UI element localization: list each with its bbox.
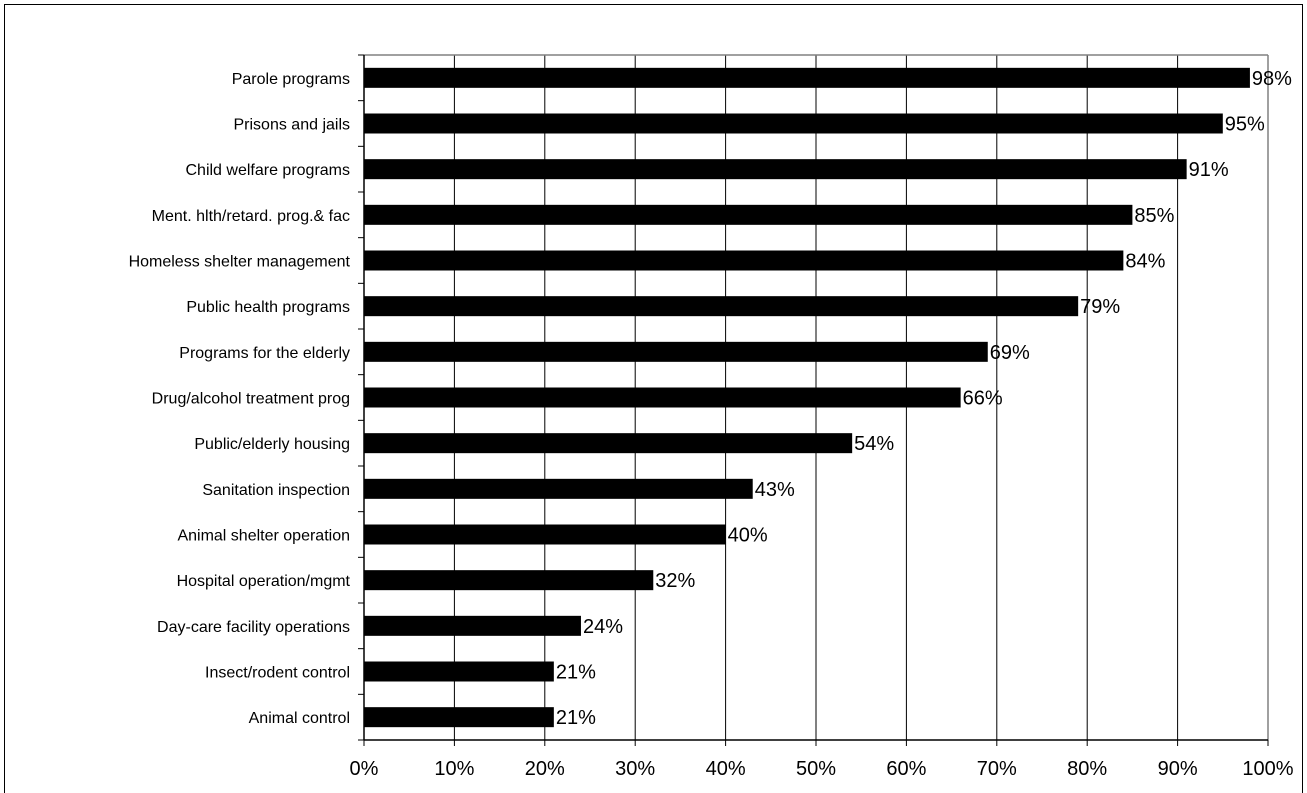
data-label: 98% [1252, 68, 1292, 90]
data-label: 43% [755, 479, 795, 501]
bar [364, 159, 1187, 180]
data-label: 69% [990, 342, 1030, 364]
data-label: 95% [1225, 114, 1265, 136]
data-label: 32% [655, 570, 695, 592]
x-tick-label: 0% [350, 758, 379, 780]
bar [364, 615, 581, 636]
bar [364, 570, 654, 591]
category-label: Animal control [249, 710, 350, 727]
data-label: 24% [583, 616, 623, 638]
data-label: 40% [728, 525, 768, 547]
data-label: 21% [556, 662, 596, 684]
axes [358, 54, 1269, 746]
bar [364, 296, 1079, 317]
category-label: Hospital operation/mgmt [177, 573, 351, 590]
bar [364, 341, 988, 362]
data-label: 21% [556, 707, 596, 729]
bar [364, 478, 753, 499]
category-label: Parole programs [232, 71, 350, 88]
category-label: Public health programs [186, 299, 350, 316]
bar [364, 524, 726, 545]
category-label: Insect/rodent control [205, 665, 350, 682]
category-label: Programs for the elderly [179, 345, 350, 362]
bar [364, 204, 1133, 225]
category-label: Prisons and jails [234, 117, 351, 134]
x-tick-label: 70% [977, 758, 1017, 780]
bar [364, 433, 853, 454]
category-label: Child welfare programs [185, 162, 350, 179]
data-label: 79% [1080, 296, 1120, 318]
category-label: Ment. hlth/retard. prog.& fac [152, 208, 350, 225]
data-label: 91% [1189, 159, 1229, 181]
data-label: 66% [963, 388, 1003, 410]
x-tick-label: 10% [434, 758, 474, 780]
x-tick-label: 20% [525, 758, 565, 780]
bars [364, 67, 1250, 728]
bar [364, 67, 1250, 88]
bar [364, 707, 554, 728]
category-label: Day-care facility operations [157, 619, 350, 636]
x-tick-label: 50% [796, 758, 836, 780]
category-label: Homeless shelter management [129, 254, 351, 271]
bar [364, 661, 554, 682]
x-tick-label: 30% [615, 758, 655, 780]
x-tick-label: 90% [1158, 758, 1198, 780]
category-label: Animal shelter operation [177, 528, 350, 545]
x-tick-label: 100% [1242, 758, 1293, 780]
x-tick-label: 80% [1067, 758, 1107, 780]
bar [364, 250, 1124, 271]
bar [364, 387, 961, 408]
category-label: Drug/alcohol treatment prog [152, 391, 350, 408]
category-label: Sanitation inspection [202, 482, 350, 499]
data-label: 84% [1125, 251, 1165, 273]
data-label: 54% [854, 433, 894, 455]
data-label: 85% [1134, 205, 1174, 227]
x-tick-label: 60% [886, 758, 926, 780]
category-label: Public/elderly housing [194, 436, 350, 453]
labels: 0% 10% 20% 30% 40% 50% 60% 70% 80% 90% 100% Parole … [129, 68, 1294, 780]
bar [364, 113, 1223, 134]
x-tick-label: 40% [706, 758, 746, 780]
